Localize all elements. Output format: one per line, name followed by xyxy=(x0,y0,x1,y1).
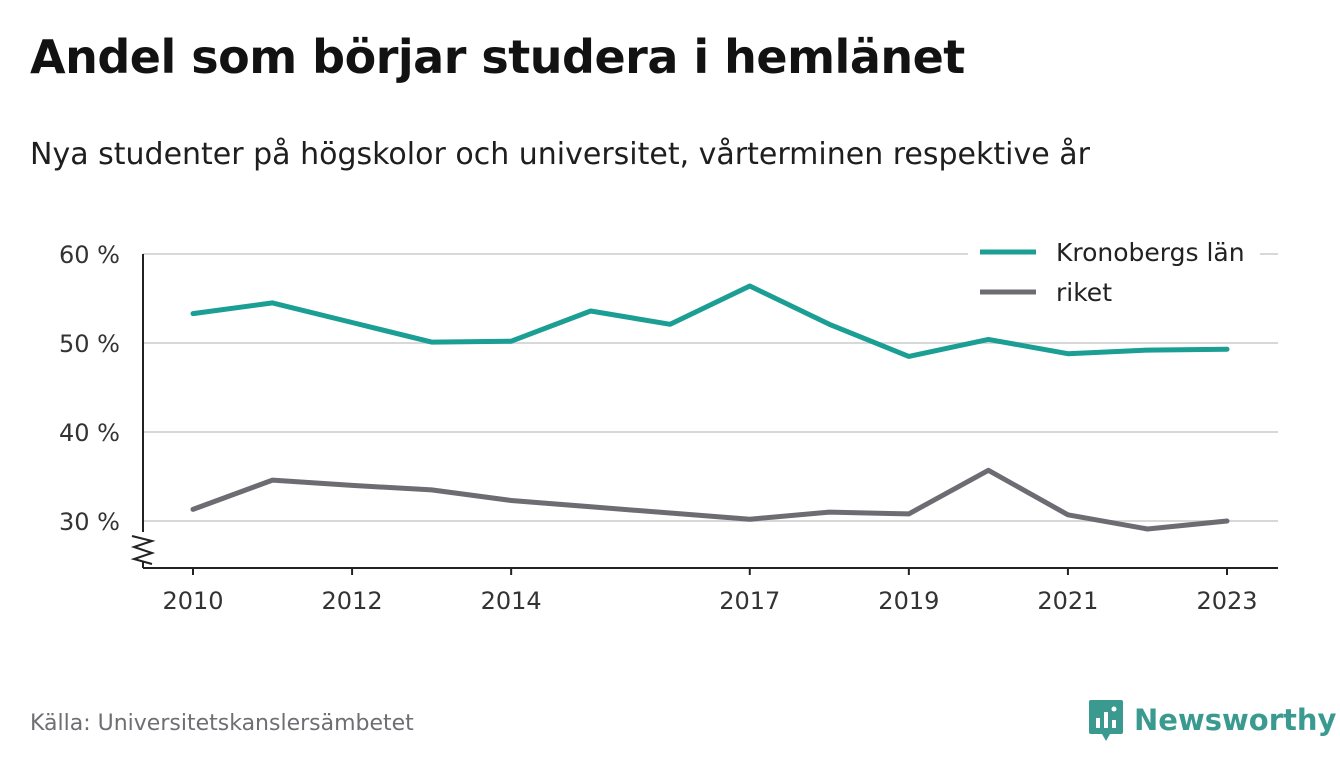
axis-break-gap xyxy=(139,532,147,562)
source-note: Källa: Universitetskanslersämbetet xyxy=(30,711,414,736)
legend-label: Kronobergs län xyxy=(1056,238,1245,267)
series-line-kronoberg xyxy=(190,283,1230,359)
x-tick-label: 2010 xyxy=(162,587,223,615)
chart-subtitle: Nya studenter på högskolor och universit… xyxy=(30,137,1090,172)
brand[interactable]: Newsworthy xyxy=(1088,698,1336,742)
legend-background xyxy=(968,232,1260,308)
x-tick-label: 2019 xyxy=(878,587,939,615)
series-line-riket xyxy=(190,467,1230,532)
y-tick-label: 40 % xyxy=(59,419,120,447)
y-tick-label: 60 % xyxy=(59,241,120,269)
x-tick-label: 2012 xyxy=(322,587,383,615)
axis-break-icon xyxy=(130,535,156,565)
y-tick-label: 50 % xyxy=(59,330,120,358)
y-tick-label: 30 % xyxy=(59,508,120,536)
legend-label: riket xyxy=(1056,278,1112,307)
brand-name: Newsworthy xyxy=(1134,703,1337,737)
x-tick-label: 2017 xyxy=(719,587,780,615)
x-tick-label: 2023 xyxy=(1196,587,1257,615)
chart-title: Andel som börjar studera i hemlänet xyxy=(30,30,965,84)
x-tick-label: 2021 xyxy=(1037,587,1098,615)
x-tick-label: 2014 xyxy=(481,587,542,615)
line-chart: 30 % 40 % 50 % 60 % 2010 2012 2014 2017 2019 2021… xyxy=(59,232,1278,615)
newsworthy-logo-icon xyxy=(1089,700,1123,741)
